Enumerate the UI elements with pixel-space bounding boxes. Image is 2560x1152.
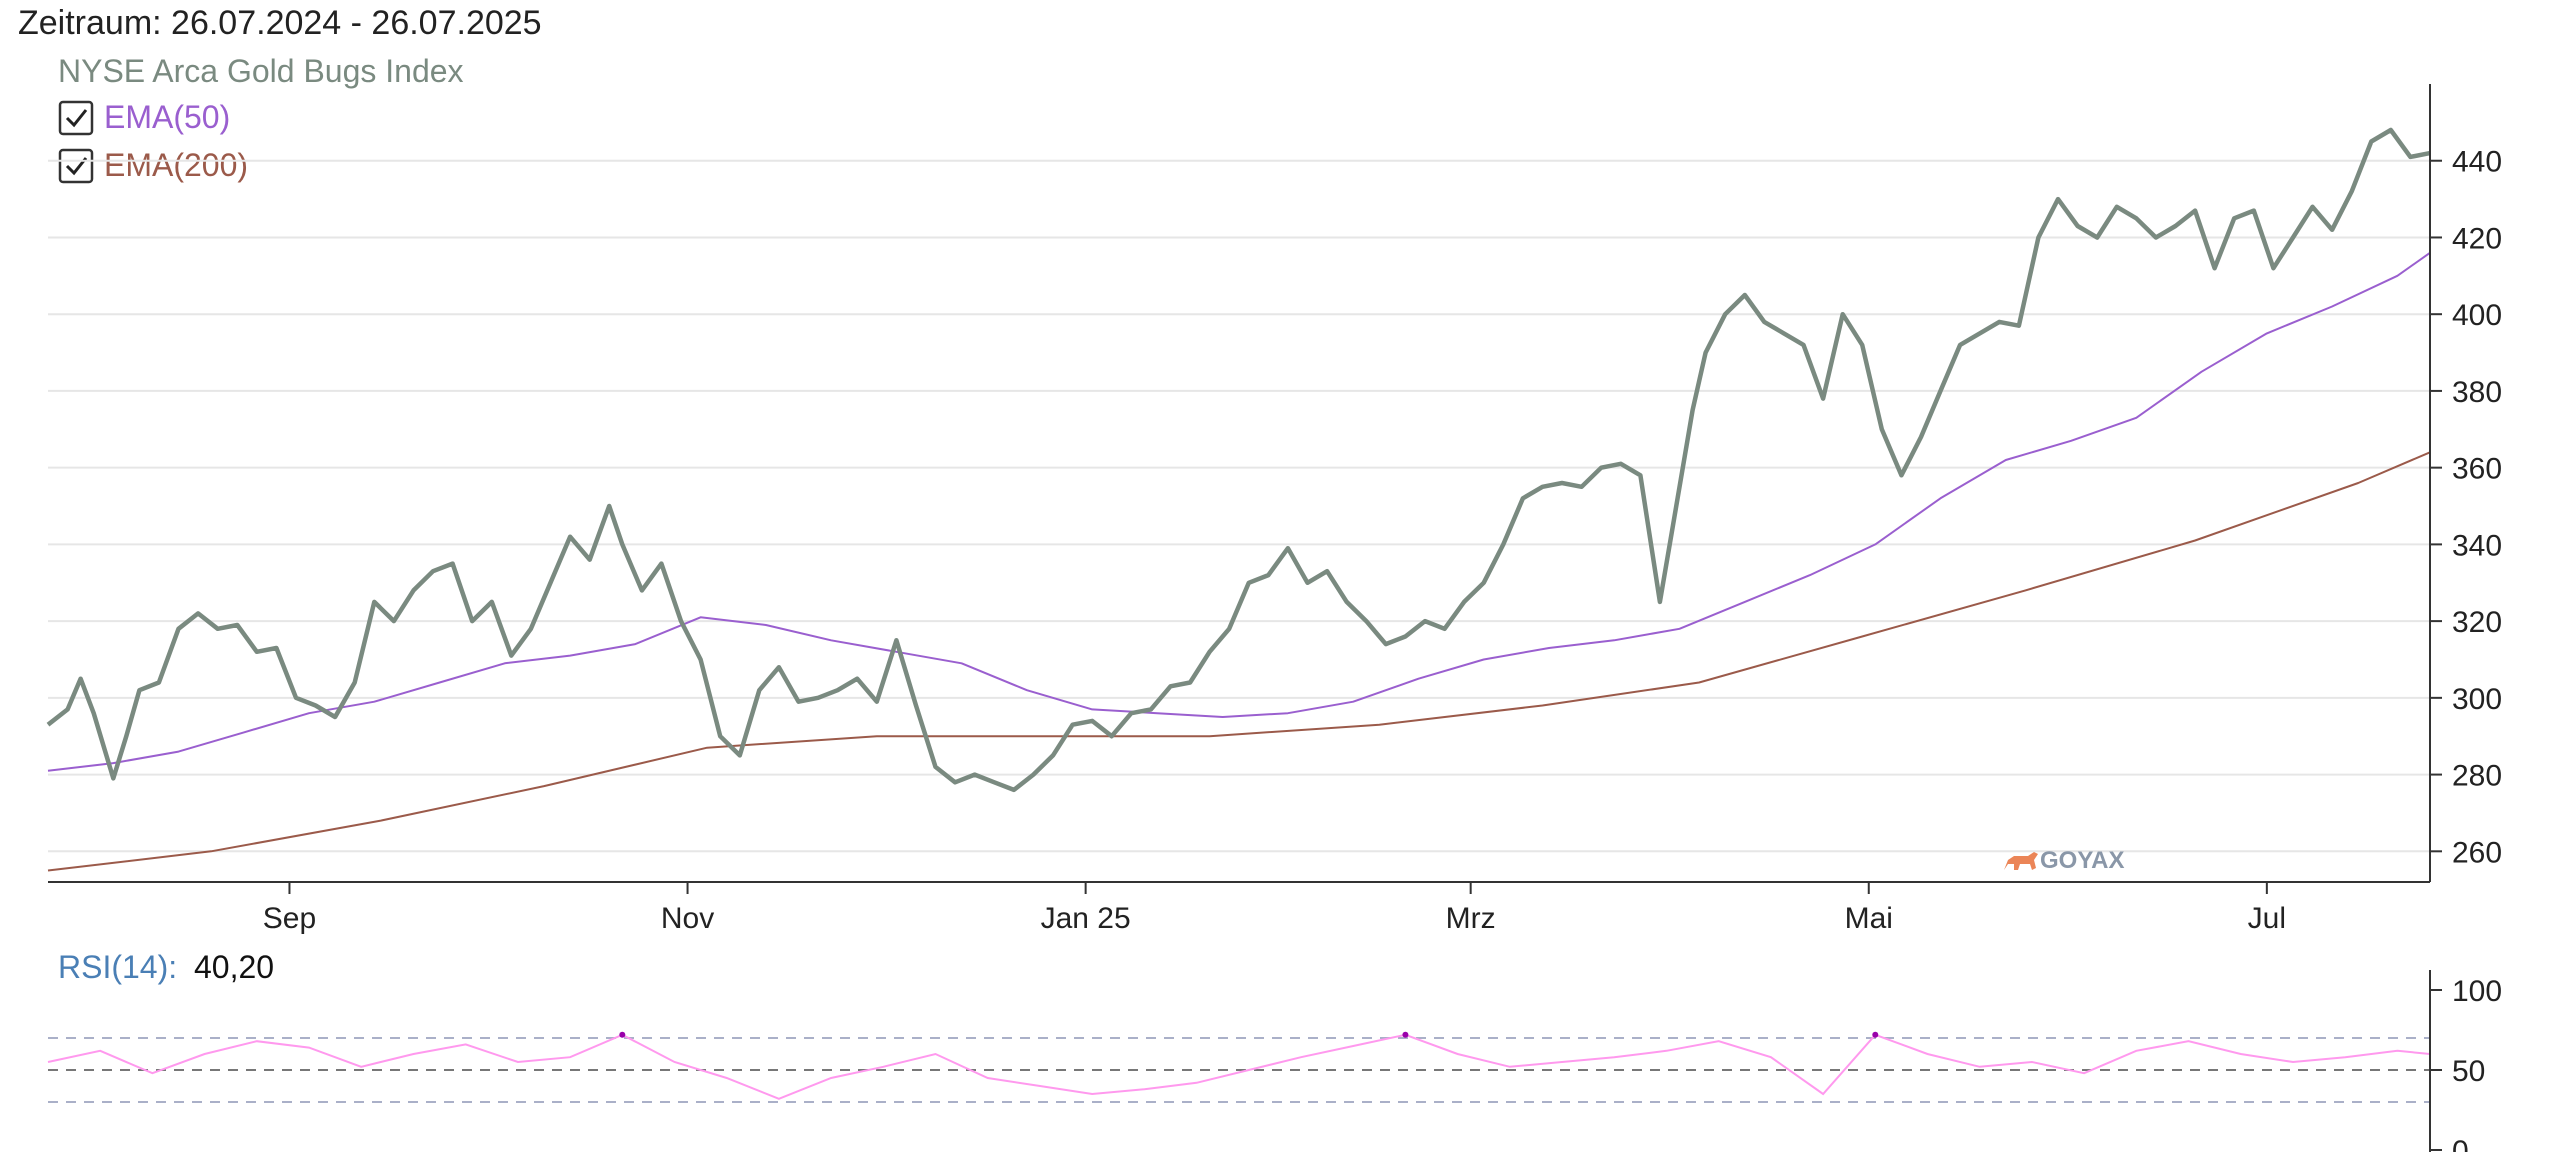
x-tick-label: Jan 25: [1041, 902, 1131, 935]
x-tick-label: Nov: [661, 902, 714, 935]
y-tick-label: 340: [2452, 529, 2502, 562]
y-tick-label: 260: [2452, 836, 2502, 869]
rsi-extreme-point: [1402, 1031, 1409, 1038]
ema200-label: EMA(200): [104, 147, 248, 183]
rsi-series: [47, 1031, 2431, 1100]
legend-item-ema50[interactable]: EMA(50): [58, 99, 230, 136]
rsi-label: RSI(14):: [58, 949, 177, 985]
checkmark-icon: [65, 109, 88, 128]
ema50-checkbox[interactable]: [58, 100, 94, 136]
instrument-label: NYSE Arca Gold Bugs Index: [58, 53, 464, 89]
x-tick-label: Mrz: [1446, 902, 1496, 935]
rsi-y-tick-label: 50: [2452, 1055, 2485, 1088]
ema50-line: [47, 251, 2431, 772]
y-tick-label: 280: [2452, 760, 2502, 793]
watermark-text: GOYAX: [2040, 847, 2124, 874]
ema50-label: EMA(50): [104, 99, 230, 135]
ema200-line: [47, 451, 2431, 872]
main-x-ticks: Sep Nov Jan 25 Mrz Mai Jul: [263, 882, 2286, 935]
rsi-extreme-point: [1872, 1031, 1879, 1038]
y-tick-label: 420: [2452, 222, 2502, 255]
period-title: Zeitraum: 26.07.2024 - 26.07.2025: [18, 4, 542, 42]
x-tick-label: Jul: [2248, 902, 2286, 935]
main-y-ticks: 260 280 300 320 340 360 380 400 420 440: [2430, 146, 2502, 869]
rsi-y-tick-label: 100: [2452, 975, 2502, 1008]
main-grid: [48, 159, 2430, 853]
ema200-checkbox[interactable]: [58, 148, 94, 184]
rsi-y-ticks: 0 50 100: [2430, 975, 2502, 1152]
y-tick-label: 320: [2452, 606, 2502, 639]
rsi-reference-lines: [48, 1037, 2430, 1103]
x-tick-label: Sep: [263, 902, 316, 935]
rsi-extreme-point: [619, 1031, 626, 1038]
y-tick-label: 400: [2452, 299, 2502, 332]
x-tick-label: Mai: [1845, 902, 1893, 935]
checkmark-icon: [65, 157, 88, 176]
main-series: [46, 127, 2431, 872]
y-tick-label: 440: [2452, 146, 2502, 179]
rsi-value: 40,20: [194, 949, 274, 985]
price-line: [46, 127, 2431, 793]
rsi-y-tick-label: 0: [2452, 1135, 2469, 1152]
legend-item-ema200[interactable]: EMA(200): [58, 147, 248, 184]
y-tick-label: 300: [2452, 683, 2502, 716]
y-tick-label: 380: [2452, 376, 2502, 409]
bull-icon: [2004, 852, 2038, 870]
y-tick-label: 360: [2452, 453, 2502, 486]
rsi-line: [47, 1033, 2431, 1100]
goyax-watermark: GOYAX: [2004, 847, 2124, 874]
